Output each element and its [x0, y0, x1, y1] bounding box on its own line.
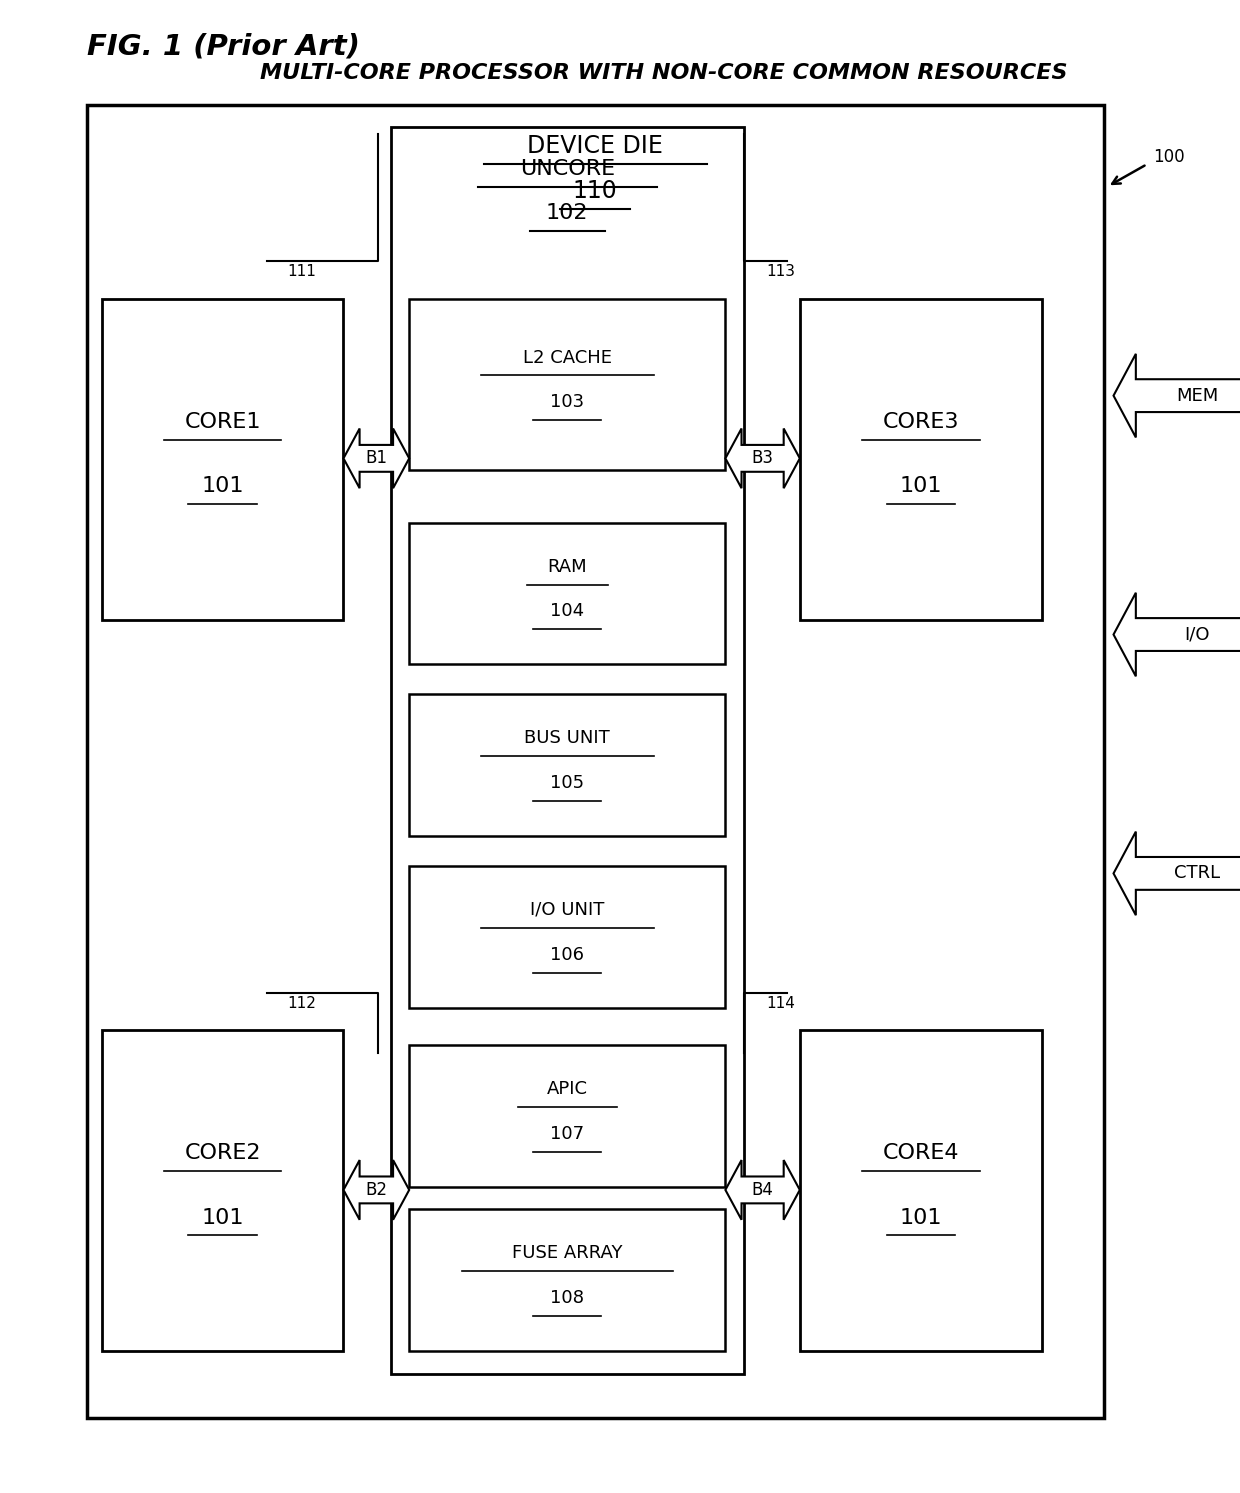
Bar	[102, 299, 343, 620]
Bar	[102, 1030, 343, 1351]
Polygon shape	[343, 428, 409, 488]
Bar	[800, 1030, 1042, 1351]
Text: 101: 101	[899, 476, 942, 496]
Text: 101: 101	[899, 1208, 942, 1227]
Text: 102: 102	[546, 203, 589, 224]
Polygon shape	[1114, 593, 1240, 676]
Text: 106: 106	[551, 945, 584, 964]
Text: APIC: APIC	[547, 1079, 588, 1099]
Text: 105: 105	[551, 773, 584, 793]
Text: MEM: MEM	[1176, 387, 1219, 405]
Text: B3: B3	[751, 449, 774, 467]
Text: FIG. 1 (Prior Art): FIG. 1 (Prior Art)	[87, 33, 360, 61]
Text: 112: 112	[288, 996, 316, 1011]
Text: B2: B2	[366, 1181, 387, 1199]
Text: DEVICE DIE: DEVICE DIE	[527, 134, 663, 158]
Text: I/O: I/O	[1184, 626, 1210, 643]
Polygon shape	[343, 1160, 409, 1220]
Text: 101: 101	[201, 476, 244, 496]
Bar	[87, 105, 1104, 1418]
Text: 100: 100	[1153, 148, 1185, 166]
Text: 103: 103	[551, 393, 584, 412]
Bar	[409, 694, 725, 836]
Text: B1: B1	[366, 449, 387, 467]
Text: 108: 108	[551, 1288, 584, 1308]
Text: CTRL: CTRL	[1174, 864, 1220, 882]
Text: B4: B4	[751, 1181, 774, 1199]
Text: I/O UNIT: I/O UNIT	[531, 900, 604, 920]
Polygon shape	[1114, 832, 1240, 915]
Bar	[409, 299, 725, 470]
Bar	[409, 1045, 725, 1187]
Bar	[409, 1209, 725, 1351]
Text: 114: 114	[766, 996, 795, 1011]
Text: 113: 113	[766, 264, 795, 279]
Text: CORE1: CORE1	[185, 412, 260, 431]
Text: 107: 107	[551, 1124, 584, 1144]
Text: RAM: RAM	[548, 557, 587, 576]
Text: UNCORE: UNCORE	[520, 158, 615, 179]
Polygon shape	[725, 1160, 800, 1220]
Text: BUS UNIT: BUS UNIT	[525, 729, 610, 748]
Text: MULTI-CORE PROCESSOR WITH NON-CORE COMMON RESOURCES: MULTI-CORE PROCESSOR WITH NON-CORE COMMO…	[260, 63, 1068, 82]
Text: 111: 111	[288, 264, 316, 279]
Text: 101: 101	[201, 1208, 244, 1227]
Text: FUSE ARRAY: FUSE ARRAY	[512, 1244, 622, 1263]
Text: L2 CACHE: L2 CACHE	[523, 348, 611, 367]
Polygon shape	[1114, 354, 1240, 437]
Text: CORE3: CORE3	[883, 412, 959, 431]
Bar	[391, 127, 744, 1374]
Text: 104: 104	[551, 602, 584, 621]
Text: CORE4: CORE4	[883, 1144, 959, 1163]
Text: CORE2: CORE2	[185, 1144, 260, 1163]
Bar	[800, 299, 1042, 620]
Bar	[409, 523, 725, 664]
Bar	[409, 866, 725, 1008]
Polygon shape	[725, 428, 800, 488]
Text: 110: 110	[573, 179, 618, 203]
